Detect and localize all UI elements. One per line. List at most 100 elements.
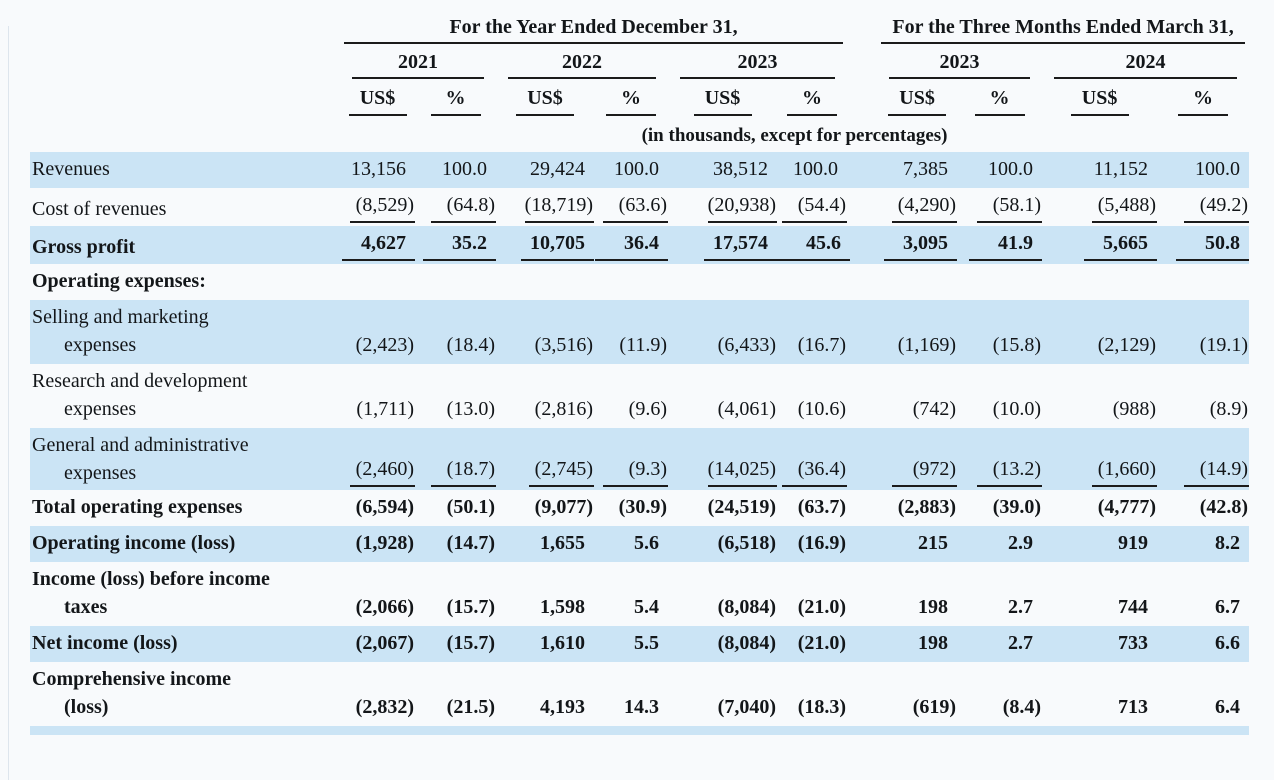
currency-value-cell: (4,777)	[1042, 490, 1157, 526]
percent-value-cell: 100.0	[415, 152, 496, 188]
currency-value-cell: 733	[1042, 626, 1158, 662]
year-label: 2023	[680, 44, 836, 79]
row-label-line: Selling and marketing	[32, 306, 209, 328]
percent-value-cell	[957, 264, 1042, 300]
value: (15.7)	[446, 632, 495, 654]
group-gap-cell	[847, 152, 878, 188]
row-label-line: Operating expenses:	[32, 270, 206, 292]
value: (18,719)	[524, 191, 594, 223]
percent-value-cell: (9.3)	[594, 428, 668, 490]
currency-value-cell: 38,512	[668, 152, 777, 188]
currency-value-cell: (2,066)	[340, 562, 415, 626]
currency-value-cell: 215	[877, 526, 958, 562]
value: (39.0)	[992, 496, 1042, 518]
percent-value-cell: 6.4	[1157, 662, 1249, 726]
value: (14.7)	[446, 532, 495, 554]
row-operating-income-loss: Operating income (loss) (1,928) (14.7) 1,65…	[30, 526, 1250, 562]
row-label-line: (loss)	[64, 696, 109, 718]
percent-value-cell: (21.0)	[777, 562, 847, 626]
value: (21.0)	[797, 596, 847, 618]
percent-value-cell	[777, 264, 847, 300]
column-group-label: For the Year Ended December 31,	[344, 14, 844, 44]
value: (8.9)	[1209, 398, 1249, 420]
value: (18.3)	[797, 696, 847, 718]
group-gap-cell	[847, 364, 877, 428]
value: 2.7	[1008, 632, 1034, 654]
currency-value-cell: (9,077)	[496, 490, 594, 526]
currency-value-cell: (14,025)	[668, 428, 777, 490]
row-label: General and administrative expenses	[30, 428, 340, 490]
value: 198	[918, 596, 949, 618]
value: (972)	[892, 455, 958, 487]
value: 14.3	[624, 696, 659, 718]
currency-value-cell: 919	[1042, 526, 1158, 562]
unit-label: %	[1178, 87, 1229, 116]
percent-value-cell: 100.0	[594, 152, 668, 188]
year-header: 2021	[340, 44, 496, 79]
value: (4,061)	[717, 398, 776, 420]
row-gross-profit: Gross profit 4,627 35.2 10,705 36.4 17,574 45.…	[30, 226, 1250, 264]
currency-unit-header: US$	[340, 79, 415, 116]
value: (50.1)	[446, 496, 495, 518]
value: (742)	[912, 398, 957, 420]
value: 744	[1118, 596, 1149, 618]
percent-value-cell: (13.2)	[957, 428, 1043, 490]
currency-value-cell: (6,518)	[668, 526, 777, 562]
unit-label: %	[787, 87, 838, 116]
group-gap-cell	[847, 662, 877, 726]
currency-value-cell: (2,067)	[340, 626, 415, 662]
group-gap-cell	[847, 626, 878, 662]
value: (21.0)	[797, 632, 847, 654]
currency-value-cell: 1,655	[496, 526, 594, 562]
row-selling-and-marketing-expenses: Selling and marketing expenses (2,423) (18.…	[30, 300, 1250, 364]
percent-value-cell: (11.9)	[594, 300, 668, 364]
percent-value-cell: (21.0)	[777, 626, 848, 662]
currency-value-cell: (2,423)	[340, 300, 415, 364]
value: 3,095	[884, 229, 958, 261]
value: 733	[1118, 632, 1149, 654]
row-cost-of-revenues: Cost of revenues (8,529) (64.8) (18,719) (63…	[30, 188, 1250, 226]
value: 11,152	[1093, 158, 1149, 180]
currency-value-cell: 713	[1042, 662, 1157, 726]
table-corner	[30, 79, 340, 116]
row-label: Income (loss) before income taxes	[30, 562, 340, 626]
row-label: Operating income (loss)	[30, 526, 340, 562]
percent-value-cell: (39.0)	[957, 490, 1042, 526]
row-label-line: expenses	[64, 334, 137, 356]
currency-value-cell: (2,816)	[496, 364, 594, 428]
value: (64.8)	[431, 191, 496, 223]
header-row-units: US$% US$% US$% US$% US$%	[30, 79, 1249, 116]
value: (63.7)	[797, 496, 847, 518]
group-gap	[847, 14, 877, 44]
value: (16.7)	[797, 334, 847, 356]
percent-value-cell: 50.8	[1157, 226, 1250, 264]
currency-value-cell: (18,719)	[496, 188, 594, 226]
percent-value-cell: (63.6)	[594, 188, 668, 226]
unit-label: US$	[348, 87, 407, 116]
value: 38,512	[713, 158, 768, 180]
unit-label: US$	[516, 87, 574, 116]
value: (30.9)	[618, 496, 667, 518]
percent-value-cell: (15.7)	[415, 626, 496, 662]
row-label-line: Total operating expenses	[32, 496, 243, 518]
financial-table: For the Year Ended December 31, For the T…	[30, 14, 1250, 735]
unit-label: %	[974, 87, 1025, 116]
currency-value-cell	[668, 264, 777, 300]
partial-bottom-cell	[30, 726, 1250, 735]
percent-value-cell: (63.7)	[777, 490, 847, 526]
value: (13.2)	[977, 455, 1043, 487]
percent-unit-header: %	[777, 79, 847, 116]
percent-value-cell: 41.9	[957, 226, 1043, 264]
value: (9.6)	[628, 398, 667, 420]
value: (16.9)	[797, 532, 847, 554]
value: 100.0	[614, 158, 659, 180]
value: (6,433)	[717, 334, 776, 356]
group-gap-cell	[847, 300, 878, 364]
year-label: 2023	[889, 44, 1031, 79]
currency-value-cell: 5,665	[1042, 226, 1158, 264]
percent-unit-header: %	[957, 79, 1042, 116]
percent-value-cell: 5.6	[594, 526, 668, 562]
value: (10.0)	[992, 398, 1042, 420]
value: 10,705	[521, 229, 594, 261]
units-note: (in thousands, except for percentages)	[641, 125, 948, 146]
